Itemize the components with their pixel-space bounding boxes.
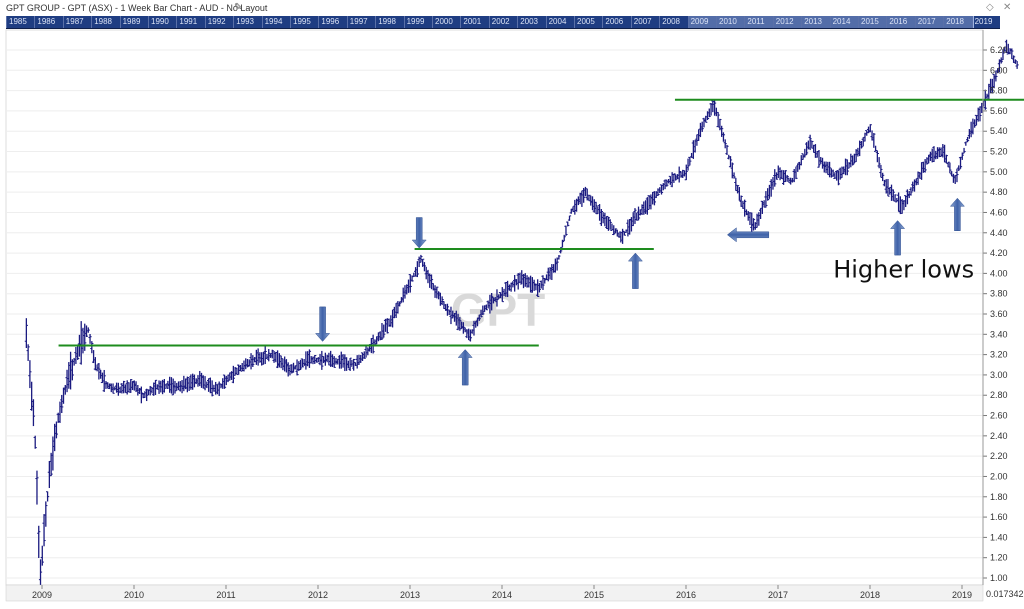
y-tick-label: 1.00 <box>990 573 1008 583</box>
year-strip-label[interactable]: 1992 <box>204 16 233 28</box>
x-tick-label: 2019 <box>952 590 972 600</box>
pencil-icon[interactable]: ✎ <box>234 2 243 13</box>
arrow-up-icon <box>949 197 965 231</box>
year-strip-label[interactable]: 2003 <box>517 16 545 28</box>
year-strip-label[interactable]: 2011 <box>744 16 772 28</box>
year-strip-label[interactable]: 2016 <box>886 16 914 28</box>
symbol-watermark: GPT <box>451 284 546 336</box>
x-tick-label: 2011 <box>216 590 235 600</box>
y-tick-label: 3.80 <box>990 289 1008 299</box>
y-tick-label: 1.20 <box>990 553 1008 563</box>
x-tick-label: 2016 <box>676 590 696 600</box>
y-tick-label: 4.20 <box>990 248 1008 258</box>
x-tick-label: 2010 <box>124 590 144 600</box>
year-strip-label[interactable]: 2000 <box>432 16 460 28</box>
close-icon[interactable]: ✕ <box>1003 2 1012 13</box>
year-strip-label[interactable]: 1986 <box>34 16 62 28</box>
year-range-navigator[interactable]: 1985 1986 1987 1988 1989 1990 1991 1992 1993 1994… <box>6 16 1000 29</box>
year-strip-label[interactable]: 2006 <box>602 16 630 28</box>
diamond-icon[interactable]: ◇ <box>986 2 994 13</box>
year-strip-label[interactable]: 1991 <box>176 16 204 28</box>
year-strip-label[interactable]: 1989 <box>119 16 148 28</box>
year-strip-label[interactable]: 1994 <box>261 16 290 28</box>
x-tick-label: 2012 <box>308 590 328 600</box>
year-strip-label[interactable]: 2017 <box>914 16 943 28</box>
year-strip-label[interactable]: 1985 <box>6 16 34 28</box>
y-tick-label: 3.40 <box>990 329 1008 339</box>
x-axis: 2009 2010 2011 2012 2013 2014 2015 2016 2017 2018… <box>32 585 972 600</box>
y-axis: 1.00 1.20 1.40 1.60 1.80 2.00 2.20 2.40 2.60 2.80… <box>982 30 1008 585</box>
year-strip-label[interactable]: 2007 <box>630 16 659 28</box>
arrow-up-icon <box>627 252 643 289</box>
y-tick-label: 3.20 <box>990 350 1008 360</box>
x-tick-label: 2009 <box>32 590 52 600</box>
y-tick-label: 3.60 <box>990 309 1008 319</box>
annotation-arrows <box>315 197 965 386</box>
y-tick-label: 3.00 <box>990 370 1008 380</box>
y-tick-label: 1.60 <box>990 512 1008 522</box>
year-strip-label[interactable]: 1993 <box>233 16 261 28</box>
year-strip-label[interactable]: 1997 <box>346 16 375 28</box>
year-strip-label[interactable]: 2013 <box>801 16 829 28</box>
x-tick-label: 2014 <box>492 590 512 600</box>
year-strip-label[interactable]: 1987 <box>62 16 91 28</box>
x-tick-label: 2015 <box>584 590 604 600</box>
corner-readout: 0.017342 <box>986 589 1024 599</box>
year-strip-label[interactable]: 2015 <box>858 16 886 28</box>
y-tick-label: 4.40 <box>990 228 1008 238</box>
y-tick-label: 2.60 <box>990 411 1008 421</box>
y-tick-label: 6.20 <box>990 45 1008 55</box>
y-tick-label: 2.20 <box>990 451 1008 461</box>
price-bars <box>24 39 1019 585</box>
x-axis-band <box>5 584 984 602</box>
higher-lows-annotation: Higher lows <box>833 255 974 283</box>
y-tick-label: 6.00 <box>990 65 1008 75</box>
year-strip-label[interactable]: 2014 <box>829 16 858 28</box>
x-tick-label: 2018 <box>860 590 880 600</box>
year-strip-label[interactable]: 2001 <box>460 16 488 28</box>
chart-title: GPT GROUP - GPT (ASX) - 1 Week Bar Chart… <box>6 3 268 13</box>
y-tick-label: 2.80 <box>990 390 1008 400</box>
year-strip-label[interactable]: 1995 <box>290 16 318 28</box>
year-strip-label[interactable]: 2019 <box>971 16 1000 28</box>
y-tick-label: 4.60 <box>990 207 1008 217</box>
y-tick-label: 2.00 <box>990 471 1008 481</box>
chart-title-bar: GPT GROUP - GPT (ASX) - 1 Week Bar Chart… <box>0 0 1024 16</box>
y-tick-label: 1.80 <box>990 492 1008 502</box>
y-tick-label: 5.20 <box>990 147 1008 157</box>
year-strip-label[interactable]: 1988 <box>91 16 119 28</box>
year-strip-label[interactable]: 1998 <box>375 16 403 28</box>
arrow-down-icon <box>315 306 331 342</box>
year-strip-label[interactable]: 1999 <box>403 16 432 28</box>
year-strip-label[interactable]: 2005 <box>574 16 602 28</box>
year-strip-label[interactable]: 2010 <box>716 16 744 28</box>
year-strip-label[interactable]: 2004 <box>545 16 574 28</box>
y-tick-label: 5.60 <box>990 106 1008 116</box>
grid-lines <box>6 49 983 579</box>
y-tick-label: 1.40 <box>990 532 1008 542</box>
arrow-up-icon <box>890 220 906 256</box>
arrow-left-icon <box>726 227 770 243</box>
y-tick-label: 5.80 <box>990 86 1008 96</box>
x-tick-label: 2017 <box>768 590 788 600</box>
y-tick-label: 5.00 <box>990 167 1008 177</box>
year-strip-label[interactable]: 2018 <box>943 16 971 28</box>
year-strip-label[interactable]: 2008 <box>659 16 687 28</box>
year-strip-label[interactable]: 2012 <box>772 16 801 28</box>
year-strip-label[interactable]: 2009 <box>687 16 716 28</box>
y-tick-label: 2.40 <box>990 431 1008 441</box>
x-tick-label: 2013 <box>400 590 420 600</box>
y-tick-label: 4.80 <box>990 187 1008 197</box>
year-strip-label[interactable]: 1996 <box>318 16 346 28</box>
year-strip-label[interactable]: 1990 <box>148 16 176 28</box>
arrow-down-icon <box>411 217 427 249</box>
year-strip-label[interactable]: 2002 <box>488 16 517 28</box>
arrow-up-icon <box>457 349 473 386</box>
y-tick-label: 4.00 <box>990 268 1008 278</box>
y-tick-label: 5.40 <box>990 126 1008 136</box>
